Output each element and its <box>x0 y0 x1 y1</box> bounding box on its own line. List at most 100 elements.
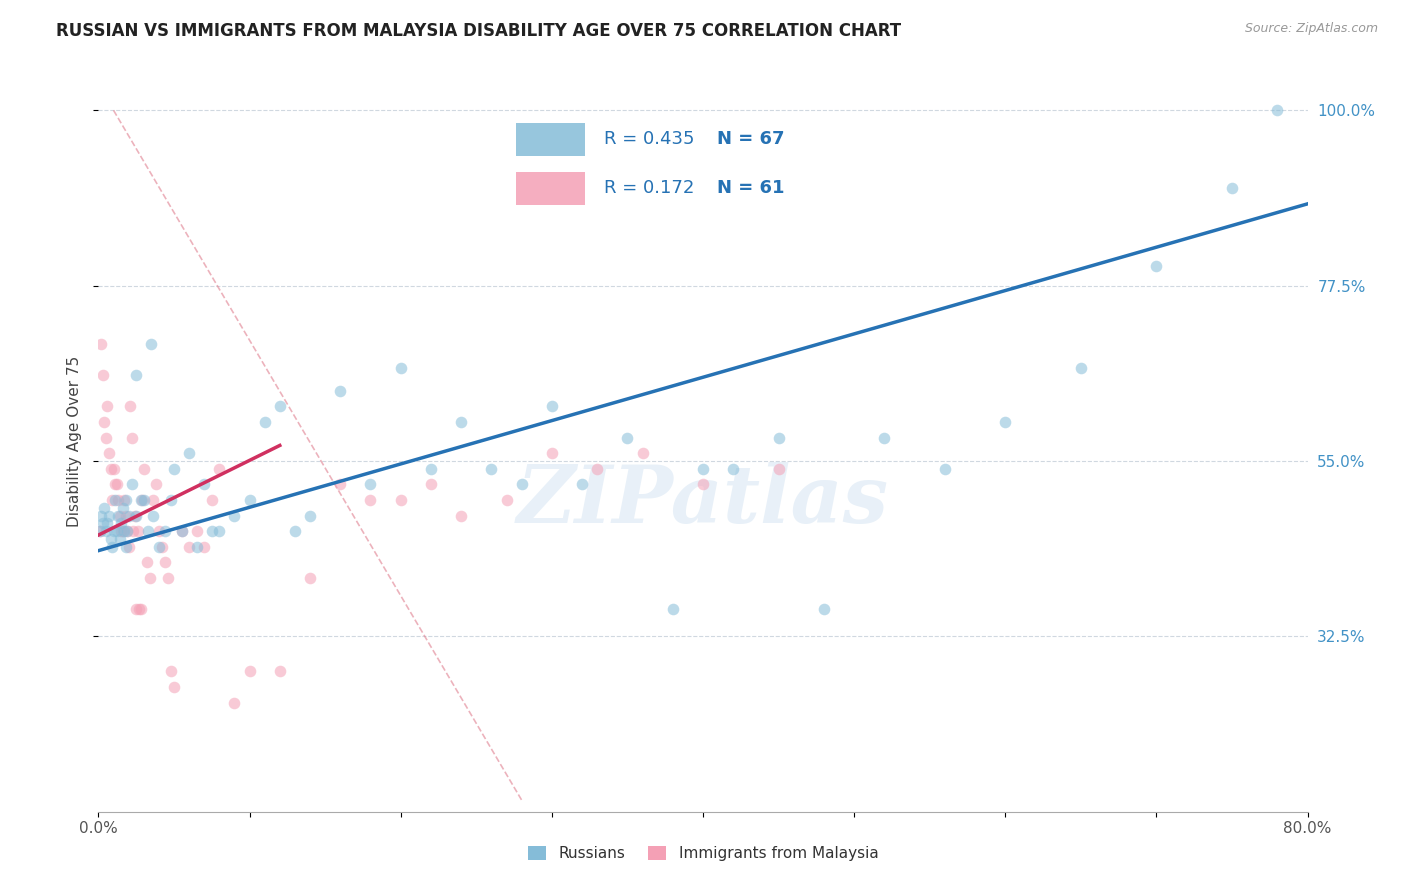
Point <box>129 602 152 616</box>
Point <box>1070 360 1092 375</box>
Point <box>114 540 136 554</box>
Point <box>128 602 150 616</box>
Point <box>142 508 165 523</box>
Point <box>239 665 262 679</box>
Point <box>179 540 201 554</box>
Point <box>994 415 1017 429</box>
Point <box>193 477 215 491</box>
Point <box>125 368 148 383</box>
Point <box>107 493 129 508</box>
Point <box>124 508 146 523</box>
Point <box>135 555 157 569</box>
Text: Source: ZipAtlas.com: Source: ZipAtlas.com <box>1244 22 1378 36</box>
Point <box>299 508 322 523</box>
Point <box>450 508 472 523</box>
Point <box>132 462 155 476</box>
Point <box>93 415 115 429</box>
Point <box>100 462 122 476</box>
Point <box>148 540 170 554</box>
Point <box>103 462 125 476</box>
Point <box>121 431 143 445</box>
Point <box>100 532 122 546</box>
Point <box>208 524 231 538</box>
Point <box>114 508 136 523</box>
Point <box>160 665 183 679</box>
Point <box>111 500 134 515</box>
Point <box>141 337 163 351</box>
Point <box>420 477 443 491</box>
Point <box>136 524 159 538</box>
Point <box>125 508 148 523</box>
Point <box>118 540 141 554</box>
Point <box>269 665 291 679</box>
Point <box>101 493 124 508</box>
Point <box>540 400 562 414</box>
Point <box>98 508 121 523</box>
Point <box>510 477 533 491</box>
Point <box>120 400 142 414</box>
Point <box>163 680 186 694</box>
Point <box>145 477 167 491</box>
Point <box>129 493 152 508</box>
Point <box>1267 103 1289 118</box>
Point <box>360 477 382 491</box>
Point <box>153 524 176 538</box>
Point <box>96 516 118 531</box>
Point <box>201 524 224 538</box>
Point <box>110 524 132 538</box>
Point <box>108 508 131 523</box>
Point <box>105 477 128 491</box>
Point <box>127 524 149 538</box>
Point <box>112 493 135 508</box>
Point <box>104 477 127 491</box>
Point <box>934 462 956 476</box>
Point <box>91 368 114 383</box>
Point <box>101 540 124 554</box>
Point <box>661 602 683 616</box>
Point <box>150 540 173 554</box>
Point <box>108 532 131 546</box>
Point <box>389 493 412 508</box>
Point <box>329 384 352 398</box>
Point <box>495 493 517 508</box>
Point <box>125 602 148 616</box>
Point <box>186 524 208 538</box>
Point <box>768 462 790 476</box>
Point <box>139 571 162 585</box>
Point <box>89 524 111 538</box>
Point <box>118 508 141 523</box>
Point <box>132 493 155 508</box>
Point <box>111 524 134 538</box>
Point <box>156 571 179 585</box>
Point <box>96 400 118 414</box>
Point <box>692 462 714 476</box>
Point <box>616 431 638 445</box>
Point <box>98 446 121 460</box>
Point <box>420 462 443 476</box>
Point <box>360 493 382 508</box>
Point <box>148 524 170 538</box>
Point <box>112 524 135 538</box>
Point <box>201 493 224 508</box>
Text: RUSSIAN VS IMMIGRANTS FROM MALAYSIA DISABILITY AGE OVER 75 CORRELATION CHART: RUSSIAN VS IMMIGRANTS FROM MALAYSIA DISA… <box>56 22 901 40</box>
Point <box>170 524 193 538</box>
Point <box>115 524 138 538</box>
Point <box>389 360 412 375</box>
Point <box>131 493 153 508</box>
Point <box>208 462 231 476</box>
Point <box>90 508 112 523</box>
Point <box>170 524 193 538</box>
Point <box>90 337 112 351</box>
Point <box>768 431 790 445</box>
Point <box>586 462 609 476</box>
Text: ZIPatlas: ZIPatlas <box>517 462 889 540</box>
Point <box>114 493 136 508</box>
Point <box>105 524 128 538</box>
Point <box>94 431 117 445</box>
Point <box>107 508 129 523</box>
Point <box>193 540 215 554</box>
Point <box>103 524 125 538</box>
Point <box>873 431 896 445</box>
Point <box>571 477 593 491</box>
Point <box>481 462 503 476</box>
